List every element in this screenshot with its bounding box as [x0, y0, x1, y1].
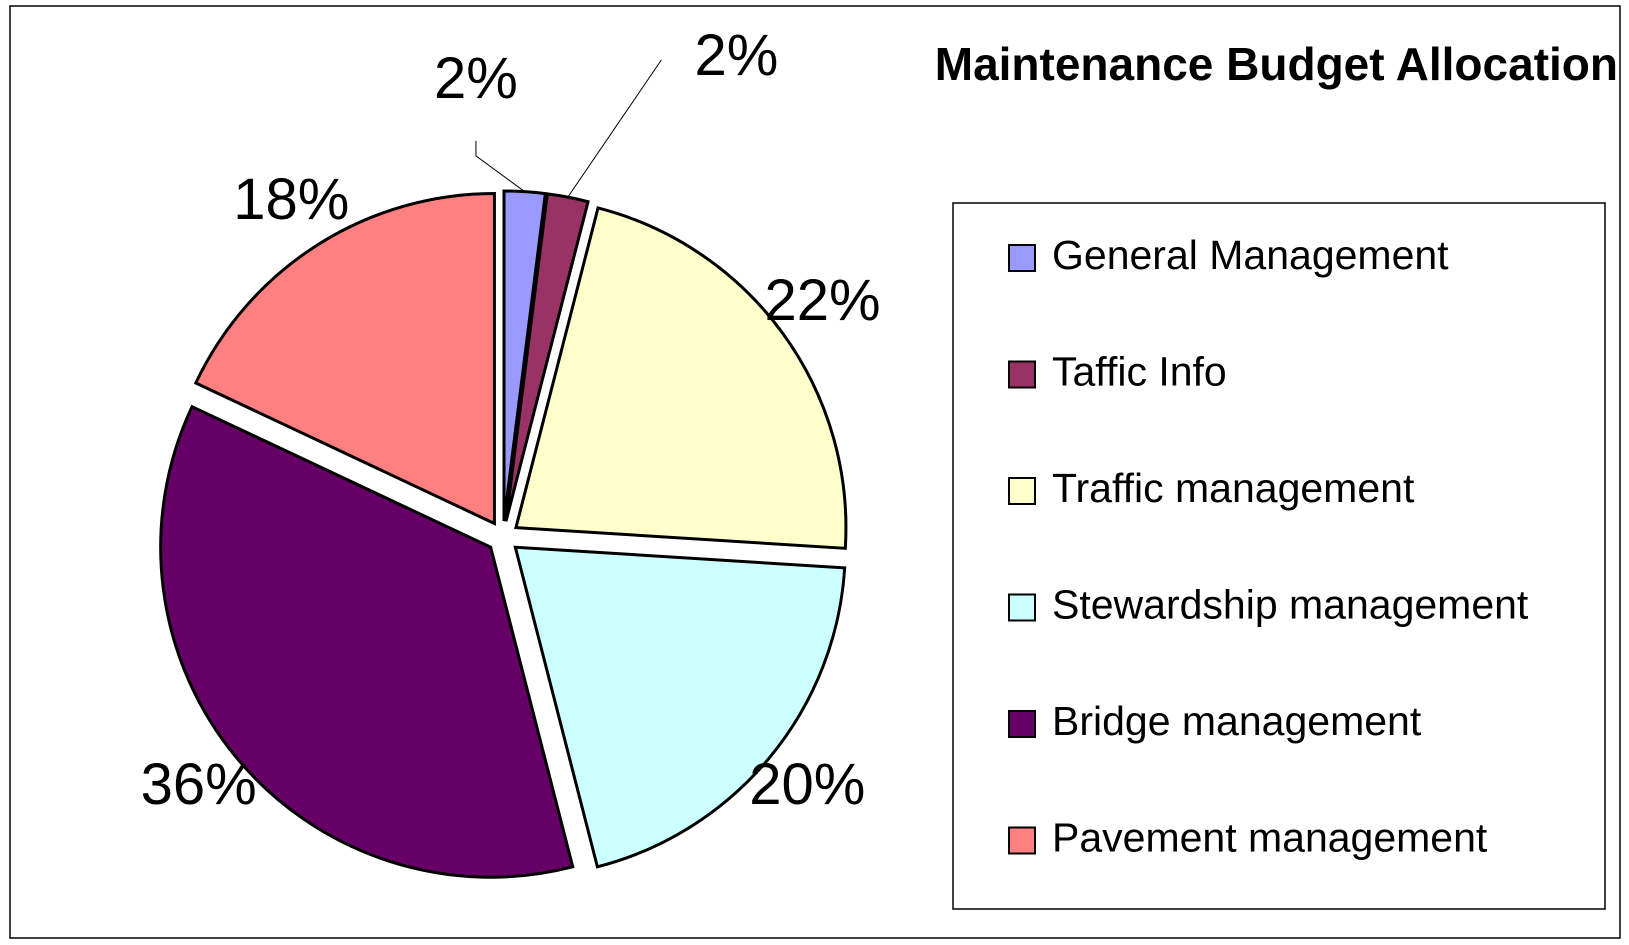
legend-label: Stewardship management — [1052, 581, 1529, 627]
data-label: 2% — [694, 23, 778, 88]
pie-slice — [504, 192, 590, 522]
pie-slice — [193, 191, 496, 526]
legend-swatch — [1008, 710, 1036, 738]
data-label: 18% — [233, 167, 349, 232]
legend-swatch — [1008, 826, 1036, 855]
pie-slice — [514, 206, 848, 550]
pie-slice — [159, 404, 575, 879]
legend-label: General Management — [1052, 232, 1449, 278]
legend-label: Pavement management — [1052, 814, 1488, 860]
legend-box — [952, 202, 1606, 910]
legend-swatch — [1008, 244, 1036, 272]
legend-label: Taffic Info — [1052, 348, 1227, 394]
leader-line — [567, 59, 662, 198]
data-label: 20% — [749, 752, 865, 817]
data-label: 36% — [141, 752, 257, 817]
data-label: 2% — [434, 46, 518, 111]
legend-swatch — [1008, 360, 1036, 389]
legend-swatch — [1008, 593, 1036, 622]
legend-swatch — [1008, 477, 1036, 505]
leader-line — [475, 140, 526, 193]
pie-slice — [502, 189, 548, 522]
pie-slice — [513, 545, 847, 869]
chart-title: Maintenance Budget Allocation — [935, 38, 1618, 90]
legend-label: Bridge management — [1052, 698, 1422, 744]
legend-label: Traffic management — [1052, 465, 1415, 511]
data-label: 22% — [765, 268, 881, 333]
